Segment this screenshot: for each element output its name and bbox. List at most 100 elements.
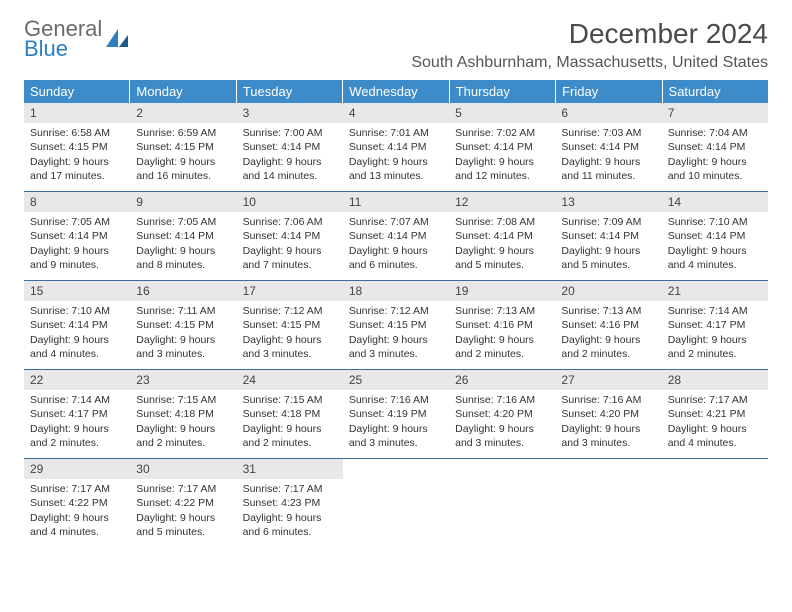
daylight-text: Daylight: 9 hours and 6 minutes. [243,511,337,539]
day-number: 15 [24,281,130,301]
day-header: Friday [556,80,662,103]
day-cell: 15Sunrise: 7:10 AMSunset: 4:14 PMDayligh… [24,281,130,369]
day-body: Sunrise: 7:10 AMSunset: 4:14 PMDaylight:… [24,301,130,367]
day-body: Sunrise: 7:17 AMSunset: 4:23 PMDaylight:… [237,479,343,545]
location: South Ashburnham, Massachusetts, United … [411,54,768,72]
day-cell: 13Sunrise: 7:09 AMSunset: 4:14 PMDayligh… [555,192,661,280]
day-header: Saturday [663,80,768,103]
day-number: 20 [555,281,661,301]
day-body: Sunrise: 7:08 AMSunset: 4:14 PMDaylight:… [449,212,555,278]
day-cell: 9Sunrise: 7:05 AMSunset: 4:14 PMDaylight… [130,192,236,280]
day-number: 18 [343,281,449,301]
day-body: Sunrise: 6:58 AMSunset: 4:15 PMDaylight:… [24,123,130,189]
day-number: 4 [343,103,449,123]
sunset-text: Sunset: 4:16 PM [561,318,655,332]
day-cell: 8Sunrise: 7:05 AMSunset: 4:14 PMDaylight… [24,192,130,280]
day-body: Sunrise: 7:06 AMSunset: 4:14 PMDaylight:… [237,212,343,278]
sunset-text: Sunset: 4:22 PM [136,496,230,510]
day-cell: 19Sunrise: 7:13 AMSunset: 4:16 PMDayligh… [449,281,555,369]
sunrise-text: Sunrise: 7:04 AM [668,126,762,140]
day-number: 21 [662,281,768,301]
day-body: Sunrise: 7:00 AMSunset: 4:14 PMDaylight:… [237,123,343,189]
sunset-text: Sunset: 4:14 PM [30,229,124,243]
day-cell: 31Sunrise: 7:17 AMSunset: 4:23 PMDayligh… [237,459,343,547]
day-body: Sunrise: 7:07 AMSunset: 4:14 PMDaylight:… [343,212,449,278]
day-body: Sunrise: 7:17 AMSunset: 4:21 PMDaylight:… [662,390,768,456]
sunset-text: Sunset: 4:14 PM [243,229,337,243]
sunrise-text: Sunrise: 7:17 AM [30,482,124,496]
day-number: 3 [237,103,343,123]
day-header-row: SundayMondayTuesdayWednesdayThursdayFrid… [24,80,768,103]
day-cell: 29Sunrise: 7:17 AMSunset: 4:22 PMDayligh… [24,459,130,547]
sunset-text: Sunset: 4:18 PM [243,407,337,421]
day-body: Sunrise: 7:14 AMSunset: 4:17 PMDaylight:… [24,390,130,456]
sunset-text: Sunset: 4:14 PM [349,229,443,243]
sunrise-text: Sunrise: 7:02 AM [455,126,549,140]
sunrise-text: Sunrise: 7:14 AM [30,393,124,407]
day-header: Wednesday [343,80,449,103]
day-header: Tuesday [237,80,343,103]
day-number: 7 [662,103,768,123]
sunset-text: Sunset: 4:17 PM [30,407,124,421]
day-header: Thursday [450,80,556,103]
week-row: 15Sunrise: 7:10 AMSunset: 4:14 PMDayligh… [24,280,768,369]
daylight-text: Daylight: 9 hours and 3 minutes. [349,422,443,450]
sunset-text: Sunset: 4:14 PM [455,229,549,243]
day-cell: 26Sunrise: 7:16 AMSunset: 4:20 PMDayligh… [449,370,555,458]
daylight-text: Daylight: 9 hours and 3 minutes. [455,422,549,450]
day-cell: 3Sunrise: 7:00 AMSunset: 4:14 PMDaylight… [237,103,343,191]
day-body: Sunrise: 7:05 AMSunset: 4:14 PMDaylight:… [24,212,130,278]
day-body: Sunrise: 6:59 AMSunset: 4:15 PMDaylight:… [130,123,236,189]
day-number: 17 [237,281,343,301]
week-row: 1Sunrise: 6:58 AMSunset: 4:15 PMDaylight… [24,103,768,191]
sunrise-text: Sunrise: 7:07 AM [349,215,443,229]
day-body: Sunrise: 7:10 AMSunset: 4:14 PMDaylight:… [662,212,768,278]
sunset-text: Sunset: 4:14 PM [668,140,762,154]
day-body: Sunrise: 7:12 AMSunset: 4:15 PMDaylight:… [343,301,449,367]
day-cell: 11Sunrise: 7:07 AMSunset: 4:14 PMDayligh… [343,192,449,280]
day-number: 23 [130,370,236,390]
day-cell: 21Sunrise: 7:14 AMSunset: 4:17 PMDayligh… [662,281,768,369]
sunset-text: Sunset: 4:14 PM [668,229,762,243]
day-number: 22 [24,370,130,390]
daylight-text: Daylight: 9 hours and 2 minutes. [561,333,655,361]
sail-icon [104,27,130,53]
sunrise-text: Sunrise: 7:08 AM [455,215,549,229]
sunrise-text: Sunrise: 7:13 AM [455,304,549,318]
sunset-text: Sunset: 4:22 PM [30,496,124,510]
day-cell: 12Sunrise: 7:08 AMSunset: 4:14 PMDayligh… [449,192,555,280]
sunrise-text: Sunrise: 6:58 AM [30,126,124,140]
sunset-text: Sunset: 4:14 PM [561,229,655,243]
sunrise-text: Sunrise: 7:05 AM [30,215,124,229]
sunrise-text: Sunrise: 7:09 AM [561,215,655,229]
day-cell: 27Sunrise: 7:16 AMSunset: 4:20 PMDayligh… [555,370,661,458]
sunset-text: Sunset: 4:15 PM [30,140,124,154]
sunset-text: Sunset: 4:16 PM [455,318,549,332]
daylight-text: Daylight: 9 hours and 7 minutes. [243,244,337,272]
logo: General Blue [24,18,130,60]
sunset-text: Sunset: 4:14 PM [561,140,655,154]
day-body: Sunrise: 7:16 AMSunset: 4:20 PMDaylight:… [555,390,661,456]
day-body: Sunrise: 7:16 AMSunset: 4:20 PMDaylight:… [449,390,555,456]
day-number: 26 [449,370,555,390]
day-cell: 20Sunrise: 7:13 AMSunset: 4:16 PMDayligh… [555,281,661,369]
day-number: 5 [449,103,555,123]
daylight-text: Daylight: 9 hours and 4 minutes. [668,422,762,450]
daylight-text: Daylight: 9 hours and 10 minutes. [668,155,762,183]
sunset-text: Sunset: 4:20 PM [561,407,655,421]
sunset-text: Sunset: 4:20 PM [455,407,549,421]
sunset-text: Sunset: 4:15 PM [136,318,230,332]
daylight-text: Daylight: 9 hours and 5 minutes. [136,511,230,539]
daylight-text: Daylight: 9 hours and 3 minutes. [349,333,443,361]
day-cell [449,459,555,547]
day-number: 11 [343,192,449,212]
day-number: 10 [237,192,343,212]
day-number: 9 [130,192,236,212]
day-body: Sunrise: 7:03 AMSunset: 4:14 PMDaylight:… [555,123,661,189]
sunrise-text: Sunrise: 7:14 AM [668,304,762,318]
daylight-text: Daylight: 9 hours and 6 minutes. [349,244,443,272]
sunset-text: Sunset: 4:15 PM [349,318,443,332]
sunrise-text: Sunrise: 7:15 AM [136,393,230,407]
day-number: 8 [24,192,130,212]
sunset-text: Sunset: 4:15 PM [136,140,230,154]
